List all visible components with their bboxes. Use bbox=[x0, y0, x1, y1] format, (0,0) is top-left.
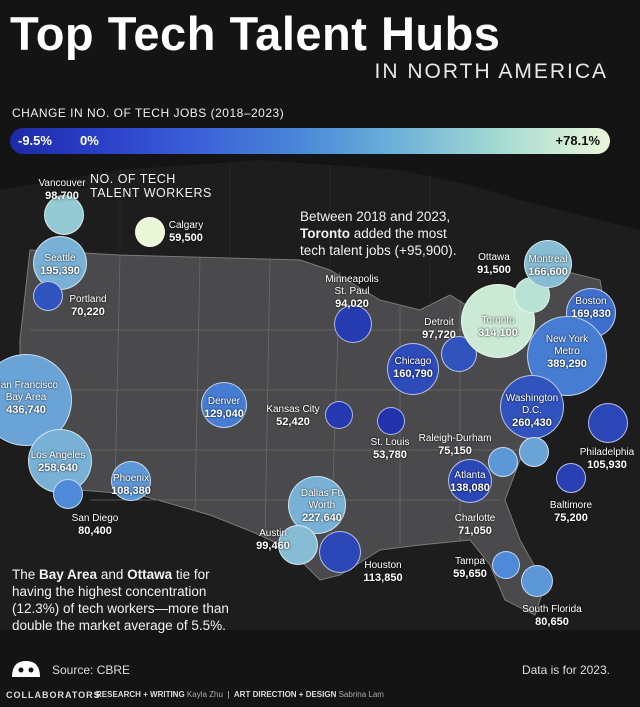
scale-max-label: +78.1% bbox=[555, 133, 600, 148]
label-new-york: New York Metro 389,290 bbox=[545, 334, 589, 370]
label-phoenix: Phoenix 108,380 bbox=[111, 473, 151, 497]
label-montreal: Montreal 166,600 bbox=[528, 254, 568, 278]
label-calgary: Calgary 59,500 bbox=[168, 220, 204, 244]
bay-area-annotation: The Bay Area and Ottawa tie for having t… bbox=[12, 567, 229, 633]
label-raleigh: Raleigh-Durham 75,150 bbox=[418, 433, 492, 457]
data-year-note: Data is for 2023. bbox=[521, 663, 610, 677]
canada-lines bbox=[119, 165, 431, 305]
bubble-austin[interactable] bbox=[278, 525, 318, 565]
bubble-st-louis[interactable] bbox=[377, 407, 405, 435]
size-legend-title: NO. OF TECH TALENT WORKERS bbox=[90, 172, 212, 200]
label-vancouver: Vancouver 98,700 bbox=[38, 178, 86, 202]
bubble-south-florida[interactable] bbox=[521, 565, 553, 597]
bubble-houston[interactable] bbox=[319, 531, 361, 573]
label-kansas-city: Kansas City 52,420 bbox=[266, 404, 320, 428]
legend-title: CHANGE IN NO. OF TECH JOBS (2018–2023) bbox=[12, 106, 285, 120]
label-minneapolis: Minneapolis St. Paul 94,020 bbox=[325, 274, 379, 310]
bubble-vancouver[interactable] bbox=[44, 195, 84, 235]
label-san-diego: San Diego 80,400 bbox=[71, 513, 119, 537]
label-ottawa: Ottawa 91,500 bbox=[477, 252, 511, 276]
label-tampa: Tampa 59,650 bbox=[453, 556, 487, 580]
scale-min-label: -9.5% bbox=[18, 133, 52, 148]
bubble-raleigh[interactable] bbox=[519, 437, 549, 467]
source-note: Source: CBRE bbox=[52, 663, 131, 677]
label-boston: Boston 169,830 bbox=[571, 296, 611, 320]
bubble-montreal[interactable] bbox=[524, 240, 572, 288]
bubble-baltimore[interactable] bbox=[556, 463, 586, 493]
page-subtitle: IN NORTH AMERICA bbox=[374, 60, 608, 83]
bubble-charlotte[interactable] bbox=[488, 447, 518, 477]
bubble-calgary[interactable] bbox=[135, 217, 165, 247]
toronto-annotation: Between 2018 and 2023, Toronto added the… bbox=[300, 209, 457, 258]
bubble-kansas-city[interactable] bbox=[325, 401, 353, 429]
bubble-washington[interactable] bbox=[500, 375, 564, 439]
credits: RESEARCH + WRITING Kayla Zhu | ART DIREC… bbox=[96, 690, 384, 699]
label-detroit: Detroit 97,720 bbox=[422, 317, 456, 341]
label-san-francisco: San Francisco Bay Area 436,740 bbox=[0, 380, 58, 416]
bubble-portland[interactable] bbox=[33, 281, 63, 311]
collaborators-logo-icon bbox=[12, 661, 40, 677]
label-charlotte: Charlotte 71,050 bbox=[454, 513, 496, 537]
bubble-phoenix[interactable] bbox=[111, 461, 151, 501]
label-denver: Denver 129,040 bbox=[204, 396, 244, 420]
label-washington: Washington D.C. 260,430 bbox=[505, 393, 559, 429]
label-houston: Houston 113,850 bbox=[363, 560, 403, 584]
label-philadelphia: Philadelphia 105,930 bbox=[579, 447, 635, 471]
label-st-louis: St. Louis 53,780 bbox=[370, 437, 410, 461]
label-dallas: Dallas Ft. Worth 227,640 bbox=[300, 488, 344, 524]
bubble-dallas[interactable] bbox=[288, 476, 346, 534]
bubble-philadelphia[interactable] bbox=[588, 403, 628, 443]
label-portland: Portland 70,220 bbox=[69, 294, 107, 318]
label-south-florida: South Florida 80,650 bbox=[522, 604, 582, 628]
label-los-angeles: Los Angeles 258,640 bbox=[30, 450, 86, 474]
brand-name: COLLABORATORS bbox=[6, 690, 101, 700]
bubble-tampa[interactable] bbox=[492, 551, 520, 579]
bubble-san-diego[interactable] bbox=[53, 479, 83, 509]
scale-zero-label: 0% bbox=[80, 133, 99, 148]
label-austin: Austin 99,460 bbox=[256, 528, 290, 552]
label-toronto: Toronto 314,100 bbox=[478, 315, 518, 339]
bubble-atlanta[interactable] bbox=[448, 459, 492, 503]
bubble-chicago[interactable] bbox=[387, 343, 439, 395]
page-title: Top Tech Talent Hubs bbox=[10, 7, 501, 60]
bubble-minneapolis[interactable] bbox=[334, 305, 372, 343]
label-seattle: Seattle 195,390 bbox=[40, 253, 80, 277]
label-atlanta: Atlanta 138,080 bbox=[450, 470, 490, 494]
label-baltimore: Baltimore 75,200 bbox=[549, 500, 593, 524]
bubble-denver[interactable] bbox=[201, 382, 247, 428]
growth-color-scale: -9.5% 0% +78.1% bbox=[10, 128, 610, 154]
label-chicago: Chicago 160,790 bbox=[393, 356, 433, 380]
